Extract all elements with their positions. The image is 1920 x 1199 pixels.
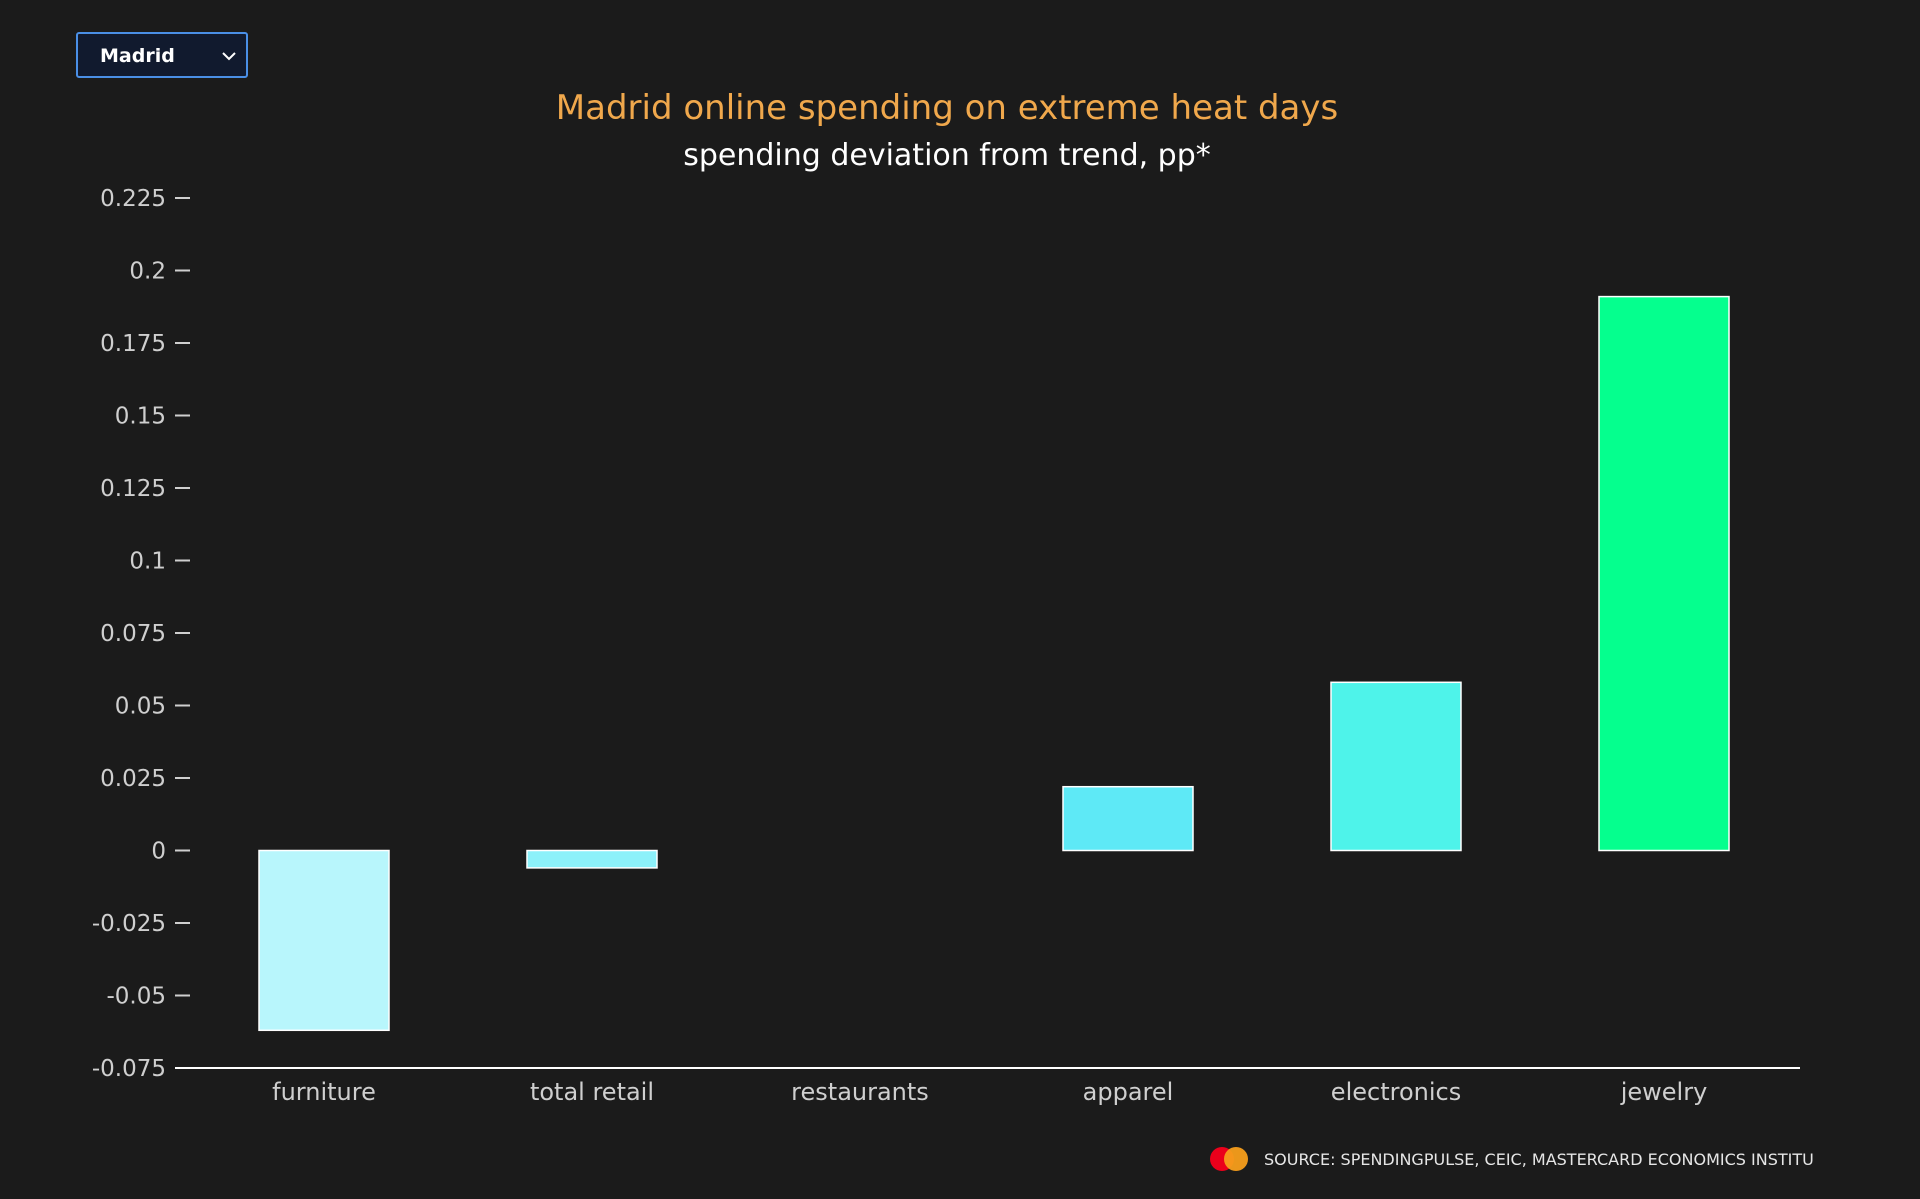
y-tick-label: -0.075 xyxy=(92,1056,166,1082)
city-dropdown-value: Madrid xyxy=(100,45,175,67)
y-axis: 0.225 0.2 0.175 0.15 0.125 0.1 0.075 0.05 0.025 0… xyxy=(92,186,190,1082)
y-tick-label: 0.05 xyxy=(115,694,166,720)
y-tick-label: 0.125 xyxy=(100,476,166,502)
y-tick-label: 0.1 xyxy=(129,549,166,575)
y-tick-label: 0.025 xyxy=(100,766,166,792)
chart-subtitle: spending deviation from trend, pp* xyxy=(683,138,1211,173)
y-tick-label: -0.05 xyxy=(106,984,166,1010)
y-tick-label: -0.025 xyxy=(92,911,166,937)
y-tick-label: 0.2 xyxy=(129,259,166,285)
city-dropdown[interactable]: Madrid xyxy=(76,32,248,78)
y-tick-label: 0.15 xyxy=(115,404,166,430)
source-text: SOURCE: SPENDINGPULSE, CEIC, MASTERCARD … xyxy=(1264,1149,1814,1169)
bar-furniture[interactable] xyxy=(258,849,390,1032)
source-note: SOURCE: SPENDINGPULSE, CEIC, MASTERCARD … xyxy=(1210,1147,1860,1171)
x-category-label: furniture xyxy=(272,1078,376,1106)
chart-title: Madrid online spending on extreme heat d… xyxy=(555,88,1339,128)
x-category-label: electronics xyxy=(1331,1078,1461,1106)
chevron-down-icon xyxy=(222,52,236,61)
bar-apparel[interactable] xyxy=(1062,785,1194,852)
x-axis-labels: furniture total retail restaurants apparel e… xyxy=(272,1078,1707,1106)
x-category-label: restaurants xyxy=(791,1078,929,1106)
bar-electronics[interactable] xyxy=(1330,681,1462,852)
bar-total-retail[interactable] xyxy=(526,849,658,869)
bar-jewelry[interactable] xyxy=(1598,295,1730,852)
y-tick-label: 0.075 xyxy=(100,621,166,647)
y-tick-label: 0.175 xyxy=(100,331,166,357)
x-category-label: jewelry xyxy=(1620,1078,1708,1106)
y-tick-label: 0.225 xyxy=(100,186,166,212)
y-tick-label: 0 xyxy=(151,839,166,865)
bars-group xyxy=(258,295,1730,1032)
mastercard-logo xyxy=(1210,1146,1252,1172)
x-category-label: total retail xyxy=(530,1078,654,1106)
x-category-label: apparel xyxy=(1083,1078,1174,1106)
